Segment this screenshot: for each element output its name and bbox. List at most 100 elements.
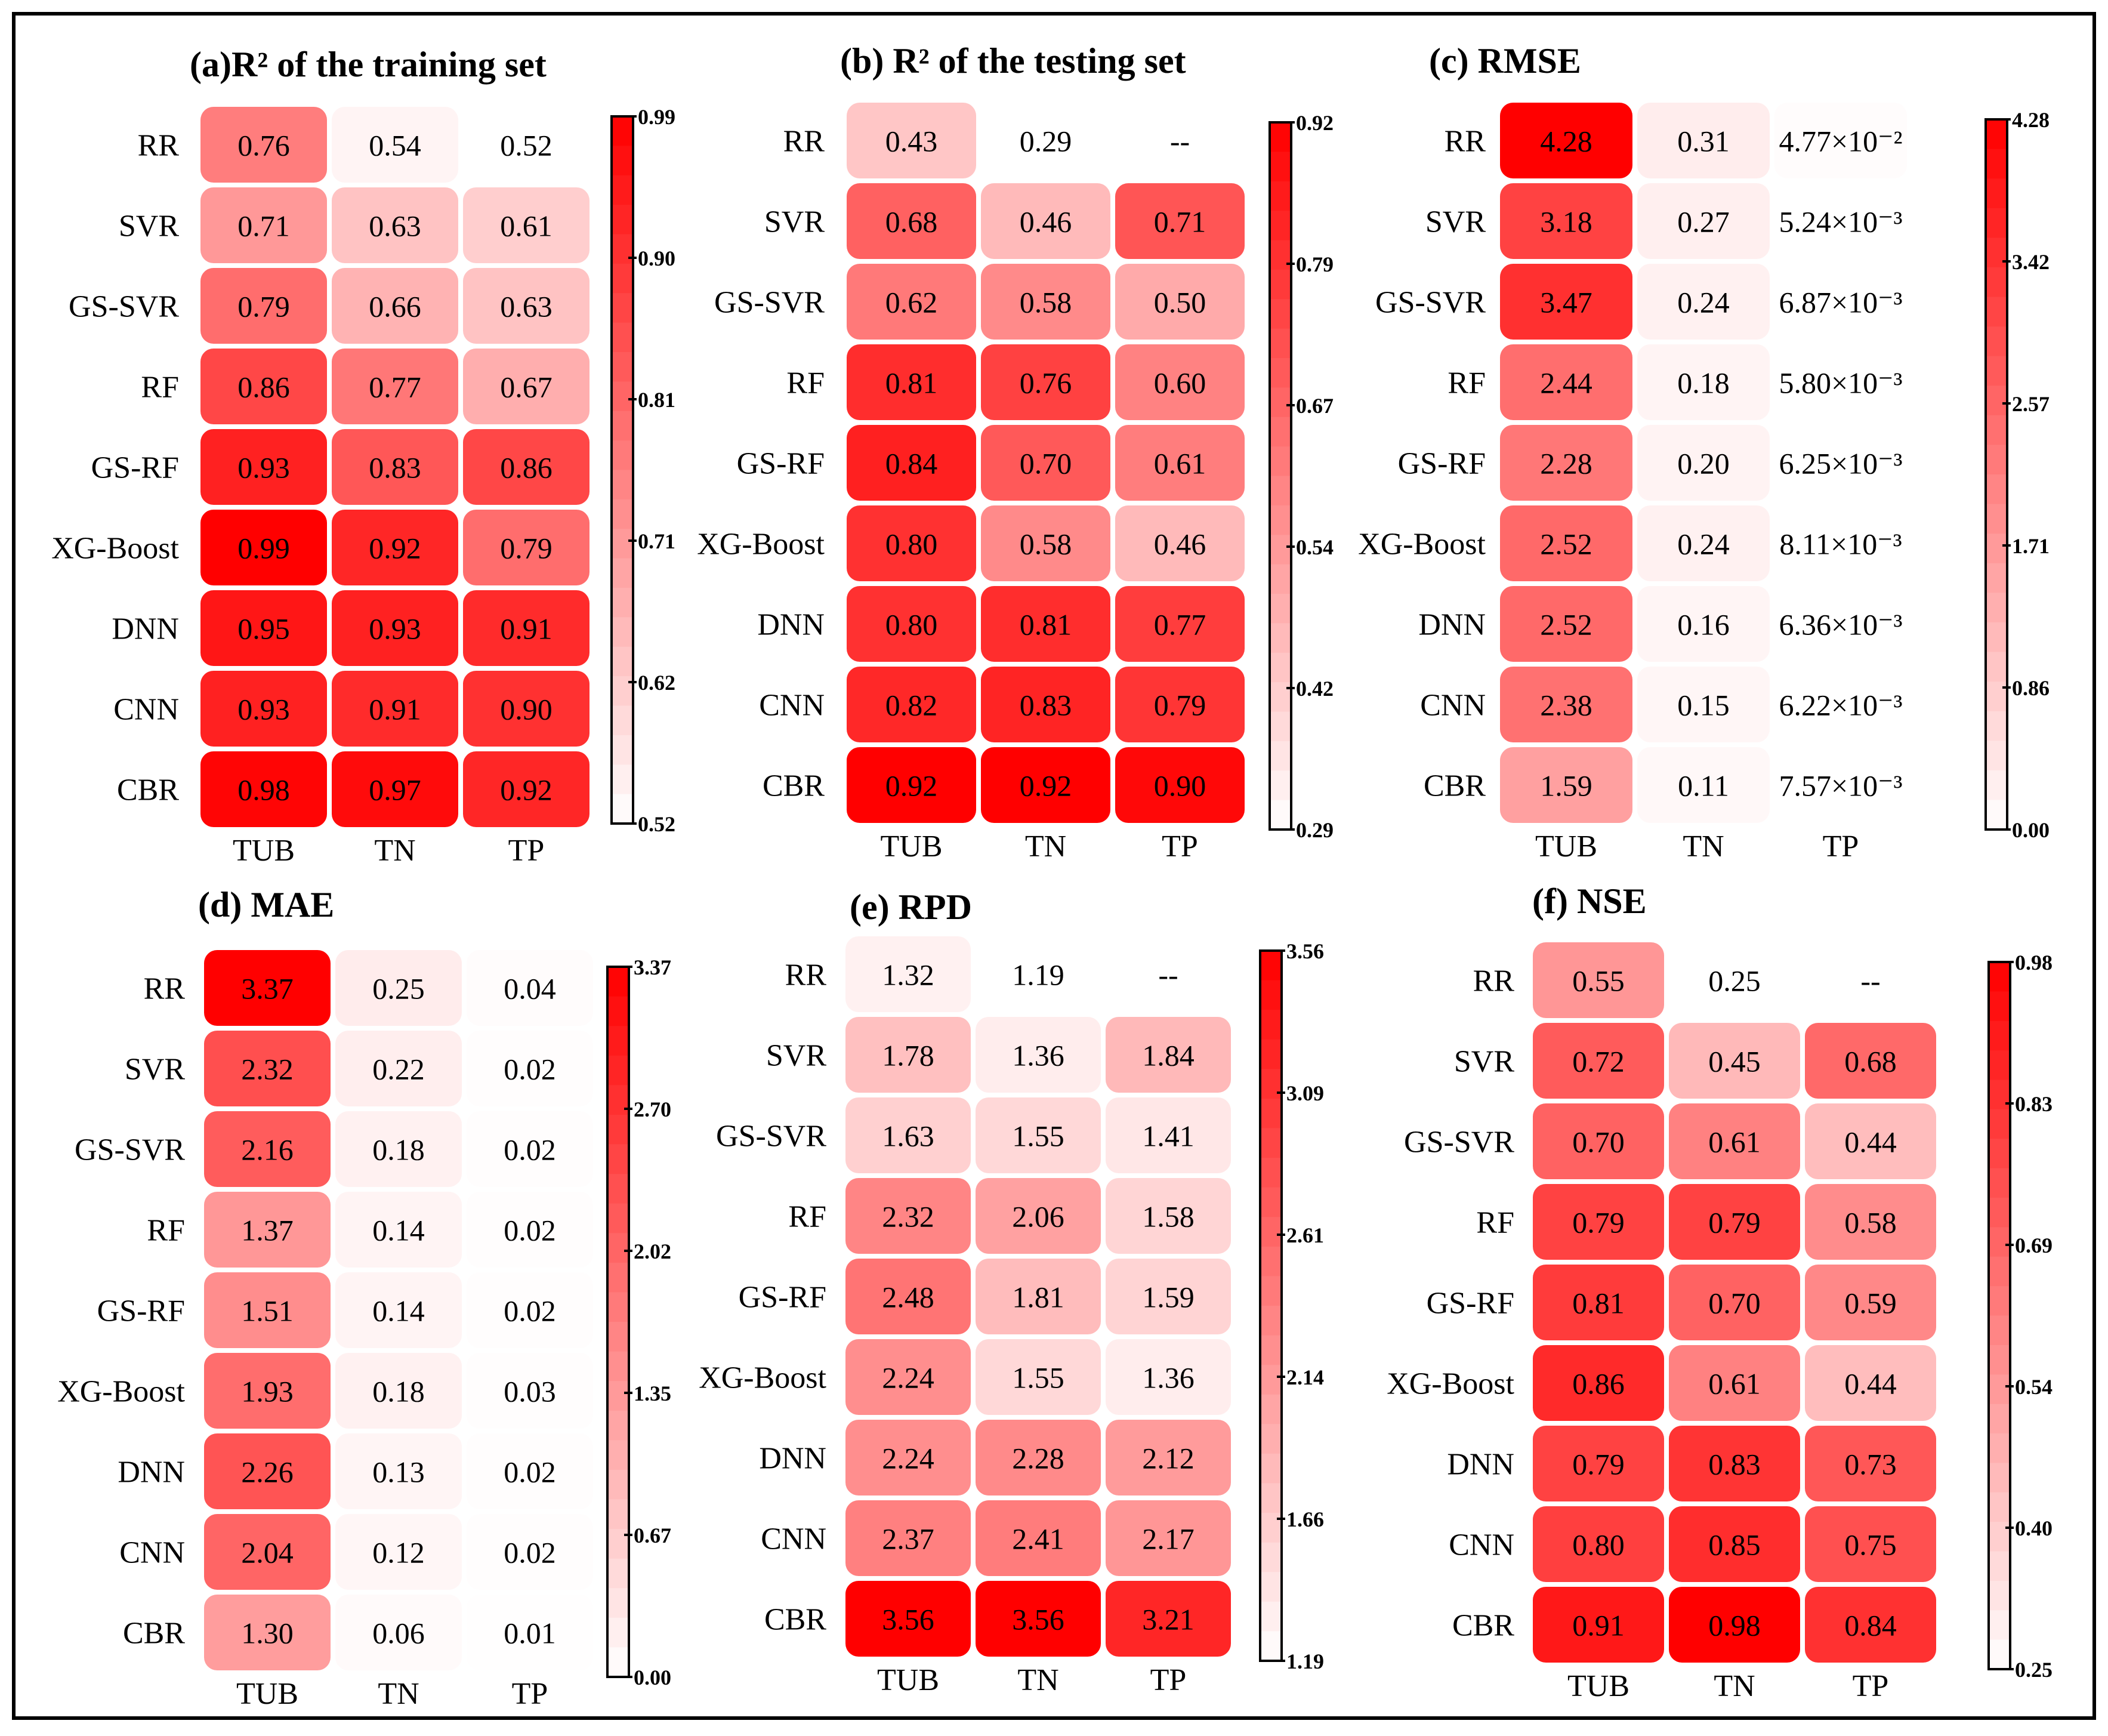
row-label: GS-RF	[1398, 447, 1486, 481]
cell-value: 6.22×10⁻³	[1779, 689, 1902, 722]
colorbar-segment	[1986, 445, 2007, 475]
cell-value: 1.36	[1142, 1361, 1195, 1395]
heatmap-cell	[1637, 103, 1770, 178]
heatmap-cell	[204, 1031, 331, 1106]
heatmap-cell	[463, 751, 590, 827]
cell-value: 0.31	[1677, 125, 1730, 158]
colorbar-segment	[612, 352, 633, 382]
colorbar-segment	[607, 1469, 629, 1500]
colorbar-outline	[1268, 121, 1292, 831]
colorbar-segment	[612, 529, 633, 559]
colorbar-segment	[607, 1588, 629, 1618]
cell-value: 0.02	[504, 1456, 556, 1489]
cell-value: 3.56	[882, 1603, 934, 1636]
cell-value: 0.98	[1708, 1609, 1761, 1642]
colorbar-segment	[612, 646, 633, 677]
column-label: TN	[1683, 830, 1724, 864]
column-label: TN	[1025, 830, 1066, 864]
cell-value: 0.16	[1677, 608, 1730, 642]
row-label: CBR	[1452, 1609, 1514, 1643]
colorbar-tick-label: 0.83	[2015, 1092, 2053, 1116]
colorbar-segment	[1260, 1453, 1282, 1484]
figure-frame	[12, 12, 2096, 1720]
colorbar-outline	[1259, 949, 1283, 1662]
cell-value: 1.55	[1012, 1120, 1064, 1153]
cell-value: 0.82	[885, 689, 938, 722]
colorbar-segment	[1270, 564, 1291, 594]
colorbar-segment	[1270, 505, 1291, 535]
heatmap-cell	[845, 1420, 971, 1496]
colorbar-segment	[1270, 122, 1291, 152]
heatmap-cell	[976, 1420, 1101, 1496]
heatmap-cell	[847, 103, 976, 178]
heatmap-cell	[332, 268, 458, 344]
cell-value: 2.12	[1142, 1442, 1195, 1475]
row-label: RR	[138, 129, 180, 163]
column-label: TN	[374, 834, 415, 868]
colorbar-segment	[1989, 1639, 2010, 1670]
heatmap-cell	[1500, 264, 1632, 340]
cell-value: 0.29	[1020, 125, 1072, 158]
cell-value: 0.84	[885, 447, 938, 480]
colorbar-segment	[1260, 1128, 1282, 1158]
cell-value: 0.02	[504, 1294, 556, 1328]
row-label: DNN	[1447, 1448, 1514, 1482]
heatmap-cell	[981, 425, 1110, 501]
cell-value: 0.02	[504, 1133, 556, 1167]
cell-value: 0.84	[1844, 1609, 1897, 1642]
row-label: RR	[785, 958, 827, 992]
colorbar-segment	[612, 116, 633, 146]
heatmap-cell	[204, 1192, 331, 1268]
colorbar-segment	[612, 705, 633, 736]
colorbar-segment	[1260, 1217, 1282, 1247]
heatmap-cell	[1774, 264, 1907, 340]
column-label: TP	[1150, 1663, 1187, 1697]
cell-value: 0.18	[372, 1375, 425, 1408]
cell-value: 1.32	[882, 958, 934, 992]
row-label: GS-RF	[1427, 1287, 1514, 1321]
colorbar-segment	[1270, 446, 1291, 477]
column-label: TUB	[1567, 1669, 1629, 1703]
column-label: TN	[1714, 1669, 1755, 1703]
cell-value: 0.18	[1677, 366, 1730, 400]
row-label: RF	[1447, 366, 1486, 400]
colorbar-tick-label: 0.54	[2015, 1375, 2053, 1399]
colorbar-segment	[612, 263, 633, 294]
cell-value: 2.32	[241, 1053, 294, 1086]
cell-value: 0.80	[885, 528, 938, 561]
heatmap-cell	[463, 590, 590, 666]
colorbar-tick-label: 0.29	[1296, 818, 1334, 842]
heatmap-cell	[1805, 1023, 1936, 1099]
heatmap-cell	[1115, 264, 1245, 340]
colorbar-tick-label: 0.00	[2012, 818, 2050, 842]
heatmap-cell	[1637, 183, 1770, 259]
heatmap-cell	[335, 1595, 462, 1670]
heatmap-cell	[1774, 344, 1907, 420]
column-label: TUB	[881, 830, 943, 864]
cell-value: 0.25	[372, 972, 425, 1006]
cell-value: 0.02	[504, 1536, 556, 1570]
colorbar-tick-label: 0.71	[638, 529, 675, 553]
cell-value: --	[1158, 958, 1178, 992]
heatmap-cell	[976, 1178, 1101, 1254]
cell-value: 0.20	[1677, 447, 1730, 480]
heatmap-cell	[463, 510, 590, 585]
row-label: DNN	[112, 612, 179, 646]
colorbar-segment	[1989, 991, 2010, 1022]
cell-value: 0.97	[369, 773, 421, 807]
cell-value: 0.24	[1677, 528, 1730, 561]
colorbar-segment	[607, 1410, 629, 1441]
row-label: SVR	[119, 209, 179, 243]
colorbar-segment	[612, 470, 633, 500]
colorbar-segment	[1260, 1601, 1282, 1632]
heatmap-cell	[332, 349, 458, 424]
heatmap-cell	[1669, 1023, 1800, 1099]
heatmap-cell	[204, 1111, 331, 1187]
colorbar-segment	[1989, 1433, 2010, 1463]
cell-value: 2.48	[882, 1281, 934, 1314]
cell-value: 1.84	[1142, 1039, 1195, 1072]
heatmap-cell	[467, 1111, 593, 1187]
cell-value: 0.76	[1020, 366, 1072, 400]
heatmap-cell	[204, 950, 331, 1026]
heatmap-cell	[1115, 183, 1245, 259]
